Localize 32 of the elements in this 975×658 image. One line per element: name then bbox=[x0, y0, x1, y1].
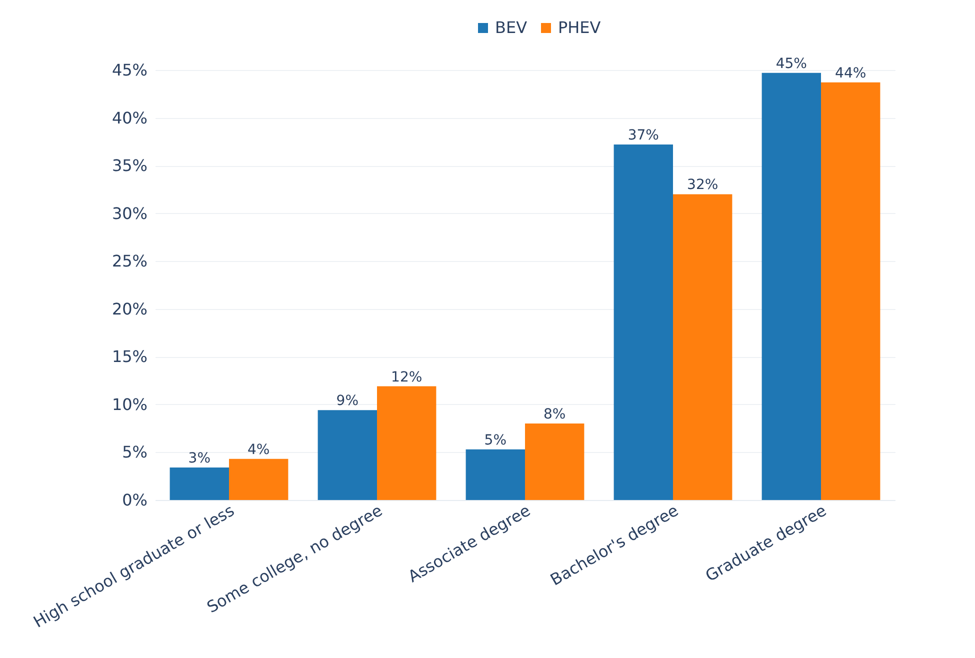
bar bbox=[466, 449, 525, 500]
data-label: 45% bbox=[776, 56, 807, 72]
data-label: 4% bbox=[247, 442, 270, 458]
bar bbox=[318, 410, 377, 500]
y-tick-label: 0% bbox=[122, 490, 148, 510]
y-tick-label: 40% bbox=[112, 108, 148, 128]
bar bbox=[821, 82, 880, 500]
data-label: 5% bbox=[484, 432, 507, 448]
legend-label: BEV bbox=[495, 18, 528, 37]
data-label: 44% bbox=[835, 65, 866, 82]
data-label: 32% bbox=[687, 177, 718, 194]
y-tick-label: 5% bbox=[122, 442, 148, 462]
data-label: 3% bbox=[188, 450, 211, 467]
data-label: 37% bbox=[628, 128, 659, 144]
bar bbox=[762, 72, 821, 500]
data-label: 8% bbox=[543, 406, 566, 423]
y-tick-label: 25% bbox=[112, 252, 148, 271]
legend-label: PHEV bbox=[558, 18, 601, 37]
data-label: 12% bbox=[391, 369, 422, 386]
bar bbox=[377, 386, 436, 500]
y-tick-label: 35% bbox=[112, 156, 148, 176]
y-tick-label: 30% bbox=[112, 204, 148, 223]
bar bbox=[170, 468, 229, 500]
bar bbox=[614, 144, 673, 500]
y-tick-label: 15% bbox=[112, 347, 148, 366]
y-tick-label: 20% bbox=[112, 299, 148, 318]
bar bbox=[525, 424, 584, 500]
y-tick-label: 10% bbox=[112, 394, 148, 414]
bar bbox=[229, 458, 288, 500]
data-label: 9% bbox=[336, 393, 359, 410]
y-tick-label: 45% bbox=[112, 60, 148, 80]
bar bbox=[673, 194, 732, 500]
